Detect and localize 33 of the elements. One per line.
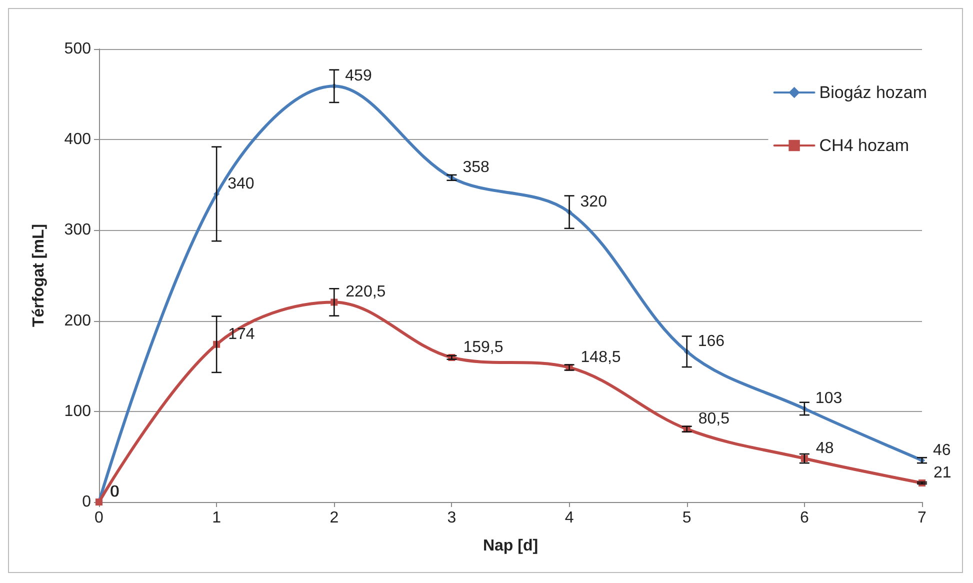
y-tick-label: 300 [64,222,92,239]
y-tick-label: 500 [64,40,92,58]
legend-label: Biogáz hozam [819,83,928,102]
x-tick-label: 7 [918,510,927,526]
y-axis-title: Térfogat [mL] [30,224,48,328]
legend-label: CH4 hozam [819,136,910,155]
x-tick-label: 5 [682,510,692,526]
x-tick-label: 1 [212,510,222,526]
data-label: 174 [228,326,255,343]
data-label: 159,5 [463,338,504,356]
x-tick-label: 0 [94,510,104,526]
x-tick-label: 3 [447,510,456,526]
data-label: 103 [815,390,842,408]
data-label: 0 [110,484,120,500]
y-tick-label: 400 [64,131,92,148]
data-label: 459 [345,68,372,85]
data-label: 48 [816,440,834,458]
data-label: 320 [580,194,608,211]
data-label: 220,5 [346,284,386,301]
x-tick-label: 2 [330,510,339,526]
data-label: 358 [462,159,490,176]
data-label: 166 [698,333,725,350]
y-tick-label: 0 [82,494,92,510]
y-tick-label: 100 [64,402,92,420]
data-label: 21 [934,464,952,482]
x-tick-label: 6 [800,510,809,526]
data-label: 80,5 [698,410,730,428]
x-axis-title: Nap [d] [482,538,538,554]
x-tick-label: 4 [564,510,574,526]
data-label: 340 [228,175,254,192]
y-tick-label: 200 [64,312,92,330]
data-label: 148,5 [580,348,621,366]
data-label: 46 [933,442,951,459]
